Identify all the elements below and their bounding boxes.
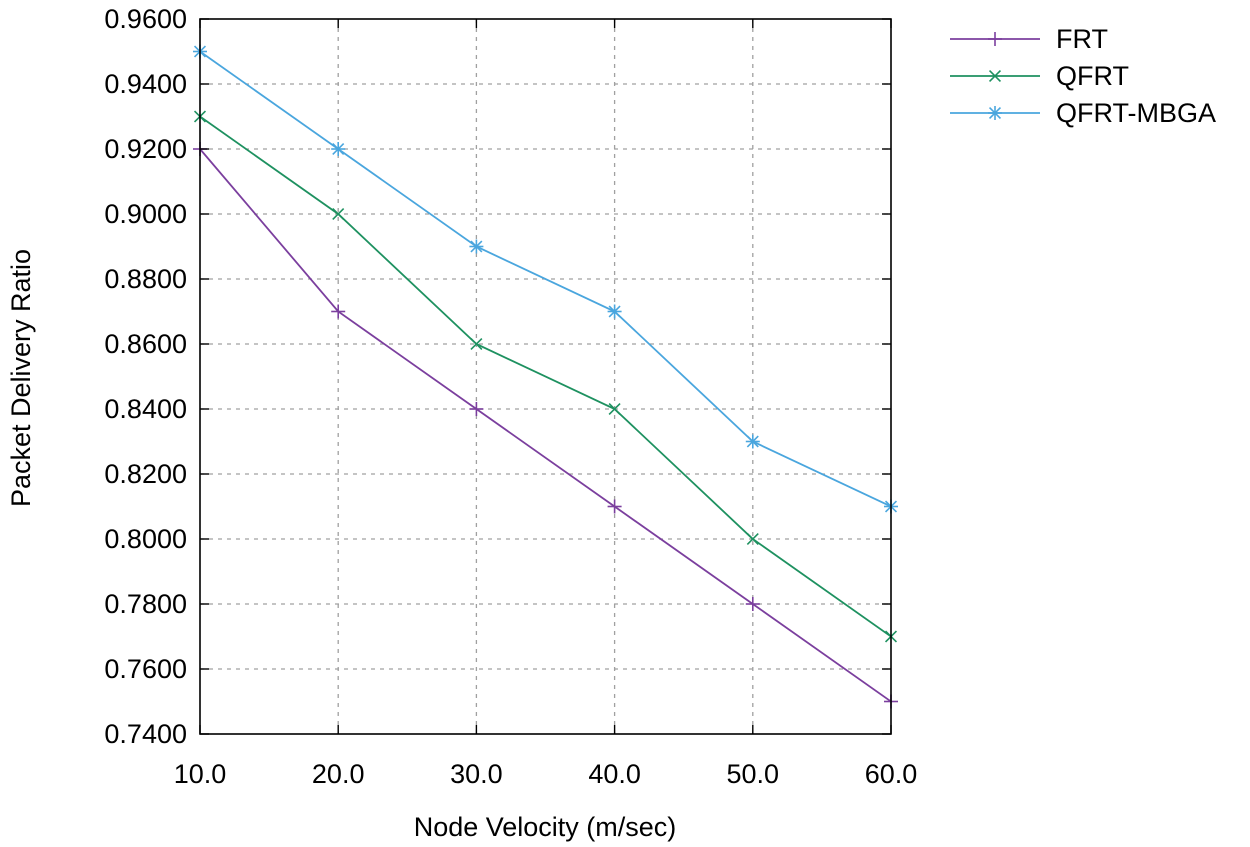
data-point-frt	[607, 499, 622, 514]
data-point-qfrt-mbga	[745, 434, 760, 449]
data-point-qfrt	[608, 402, 621, 416]
y-tick-label: 0.7600	[104, 654, 187, 684]
axis-ticks	[199, 18, 892, 735]
legend-label: QFRT-MBGA	[1056, 98, 1216, 128]
y-tick-label: 0.9600	[104, 4, 187, 34]
data-point-frt	[469, 402, 484, 416]
y-tick-label: 0.9200	[104, 134, 187, 164]
x-tick-label: 30.0	[450, 759, 503, 789]
legend-item-qfrt: QFRT	[950, 61, 1129, 91]
y-tick-label: 0.8800	[104, 264, 187, 294]
series-frt	[193, 142, 898, 709]
data-point-frt	[331, 304, 346, 319]
x-tick-label: 50.0	[727, 759, 780, 789]
x-tick-label: 60.0	[865, 759, 918, 789]
legend-marker	[988, 32, 1002, 46]
legend-item-qfrt-mbga: QFRT-MBGA	[950, 98, 1216, 128]
series-layer	[193, 44, 898, 709]
data-point-qfrt	[470, 337, 483, 351]
series-line-qfrt-mbga	[199, 50, 892, 508]
y-axis-label: Packet Delivery Ratio	[6, 249, 36, 507]
x-tick-label: 20.0	[312, 759, 365, 789]
legend-label: FRT	[1056, 24, 1108, 54]
y-tick-label: 0.8600	[104, 329, 187, 359]
data-point-qfrt-mbga	[469, 239, 484, 254]
y-tick-label: 0.9000	[104, 199, 187, 229]
y-tick-label: 0.7400	[104, 719, 187, 749]
y-axis-tick-labels: 0.7400 0.7600 0.7800 0.8000 0.8200 0.8400 0.86…	[104, 4, 187, 749]
y-tick-label: 0.8000	[104, 524, 187, 554]
y-tick-label: 0.9400	[104, 69, 187, 99]
legend-marker	[988, 106, 1002, 120]
data-point-qfrt-mbga	[607, 304, 622, 319]
x-tick-label: 10.0	[174, 759, 227, 789]
data-point-qfrt	[746, 532, 759, 546]
x-axis-tick-labels: 10.0 20.0 30.0 40.0 50.0 60.0	[174, 759, 918, 789]
legend-marker	[988, 69, 1002, 83]
legend: FRT QFRT QFRT-MBGA	[950, 24, 1216, 128]
plot-frame	[199, 18, 892, 735]
legend-item-frt: FRT	[950, 24, 1108, 54]
legend-label: QFRT	[1056, 61, 1129, 91]
series-qfrt	[193, 110, 898, 643]
series-line-qfrt	[199, 115, 892, 638]
data-point-qfrt-mbga	[331, 142, 346, 156]
data-point-frt	[745, 597, 760, 611]
x-tick-label: 40.0	[588, 759, 641, 789]
data-point-qfrt	[332, 207, 345, 221]
x-axis-label: Node Velocity (m/sec)	[414, 812, 677, 842]
y-tick-label: 0.7800	[104, 589, 187, 619]
y-tick-label: 0.8400	[104, 394, 187, 424]
y-tick-label: 0.8200	[104, 459, 187, 489]
series-line-frt	[199, 148, 892, 703]
series-qfrt-mbga	[193, 44, 898, 514]
